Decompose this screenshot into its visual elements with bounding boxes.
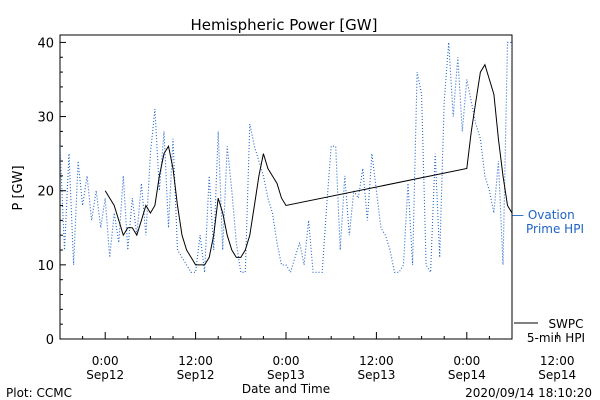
x-tick-date-label: Sep13 [267, 368, 305, 382]
plot-frame [59, 34, 513, 340]
x-axis-ticks: 0:00Sep1212:00Sep120:00Sep1312:00Sep130:… [59, 332, 576, 382]
x-tick-date-label: Sep12 [177, 368, 215, 382]
x-tick-time-label: 0:00 [453, 354, 480, 368]
y-axis-ticks: 0 10 20 30 40 [37, 36, 66, 348]
legend-swpc-label-line2: 5-min HPI [527, 331, 585, 345]
x-tick-date-label: Sep12 [86, 368, 124, 382]
plot-credit: Plot: CCMC [6, 386, 72, 400]
plot-timestamp: 2020/09/14 18:10:20 [465, 386, 592, 400]
x-tick-time-label: 12:00 [178, 354, 213, 368]
x-tick-time-label: 0:00 [92, 354, 119, 368]
series-swpc-line [104, 63, 512, 266]
x-tick-time-label: 12:00 [540, 354, 575, 368]
y-tick-label: 10 [37, 259, 54, 274]
x-tick-time-label: 12:00 [359, 354, 394, 368]
chart-title: Hemispheric Power [GW] [191, 16, 378, 34]
series-ovation-line [60, 41, 512, 275]
x-axis-label: Date and Time [242, 382, 330, 396]
y-tick-label: 30 [37, 111, 54, 126]
series-layer [60, 41, 512, 275]
x-tick-time-label: 0:00 [273, 354, 300, 368]
x-tick-date-label: Sep13 [357, 368, 395, 382]
legend-swpc-label: SWPC [548, 317, 583, 331]
y-tick-label: 20 [37, 185, 54, 200]
x-tick-date-label: Sep14 [538, 368, 576, 382]
y-tick-label: 40 [37, 36, 54, 51]
legend-ovation-label-line2: Prime HPI [526, 222, 584, 236]
y-axis-label: P [GW] [11, 165, 26, 210]
legend-ovation-label: — Ovation [512, 208, 575, 222]
x-tick-date-label: Sep14 [448, 368, 486, 382]
y-tick-label: 0 [46, 333, 54, 348]
